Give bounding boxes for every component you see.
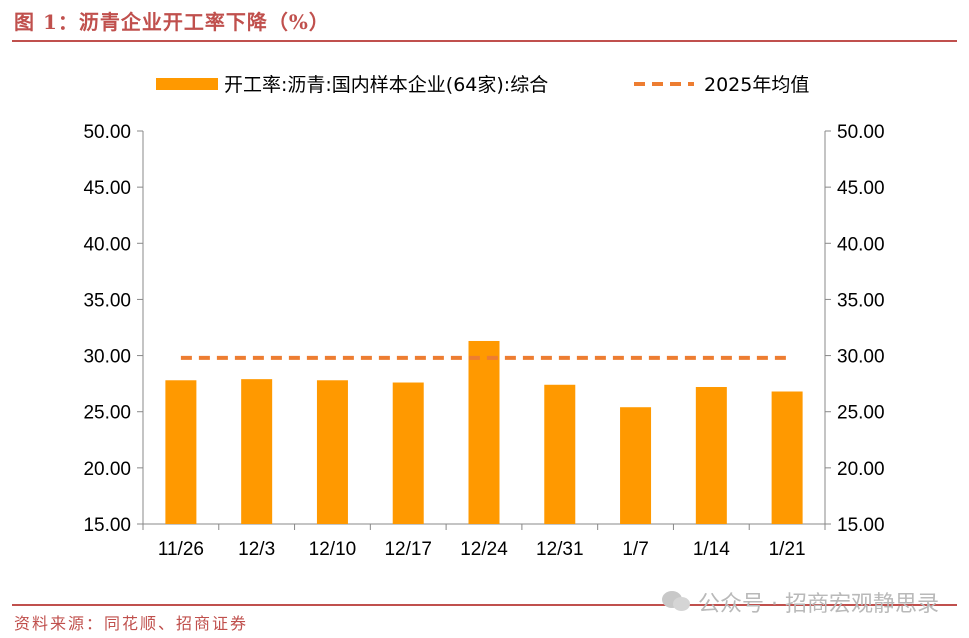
- source-note: 资料来源：同花顺、招商证券: [14, 614, 249, 633]
- bars: [165, 340, 803, 524]
- x-tick-label: 1/21: [769, 539, 806, 560]
- legend-label-line: 2025年均值: [704, 74, 809, 96]
- y-tick-label-left: 25.00: [83, 403, 131, 424]
- bar: [771, 391, 803, 524]
- y-tick-label-right: 15.00: [837, 515, 885, 536]
- bar: [544, 384, 576, 524]
- x-tick-label: 12/3: [238, 539, 275, 560]
- chart: 开工率:沥青:国内样本企业(64家):综合 2025年均值 15.00 15.00…: [83, 74, 884, 560]
- x-tick-label: 12/24: [460, 539, 508, 560]
- footer-divider: [12, 604, 957, 606]
- y-tick-label-left: 30.00: [83, 347, 131, 368]
- x-tick-label: 12/31: [536, 539, 584, 560]
- y-tick-label-left: 40.00: [83, 234, 131, 255]
- x-tick-label: 12/10: [309, 539, 357, 560]
- y-tick-label-right: 30.00: [837, 347, 885, 368]
- bar: [392, 382, 424, 524]
- y-tick-label-right: 35.00: [837, 290, 885, 311]
- watermark-text: 公众号 · 招商宏观静思录: [698, 592, 939, 617]
- y-tick-label-left: 45.00: [83, 178, 131, 199]
- title-divider: [12, 40, 957, 42]
- x-tick-label: 1/7: [622, 539, 648, 560]
- y-tick-label-left: 50.00: [83, 122, 131, 143]
- chart-title: 图 1：沥青企业开工率下降（%）: [14, 10, 330, 34]
- bar: [620, 407, 652, 524]
- y-tick-label-right: 25.00: [837, 403, 885, 424]
- legend-swatch-bar: [156, 78, 218, 90]
- bar: [316, 380, 348, 524]
- y-tick-label-left: 20.00: [83, 459, 131, 480]
- watermark: 公众号 · 招商宏观静思录: [662, 586, 939, 618]
- x-tick-label: 12/17: [384, 539, 432, 560]
- bar: [695, 387, 727, 524]
- y-tick-label-left: 35.00: [83, 290, 131, 311]
- wechat-icon: [662, 591, 692, 613]
- x-tick-label: 1/14: [693, 539, 730, 560]
- x-tick-label: 11/26: [158, 539, 204, 560]
- legend: 开工率:沥青:国内样本企业(64家):综合 2025年均值: [156, 74, 809, 96]
- y-tick-label-left: 15.00: [83, 515, 131, 536]
- bar: [165, 380, 197, 524]
- y-tick-label-right: 40.00: [837, 234, 885, 255]
- y-tick-label-right: 45.00: [837, 178, 885, 199]
- legend-label-bar: 开工率:沥青:国内样本企业(64家):综合: [224, 74, 548, 96]
- axes: 15.00 15.00 20.00 20.00 25.00 25.00 30.00 30.00…: [83, 122, 884, 560]
- bar: [468, 340, 500, 524]
- bar: [241, 379, 273, 524]
- y-tick-label-right: 50.00: [837, 122, 885, 143]
- y-tick-label-right: 20.00: [837, 459, 885, 480]
